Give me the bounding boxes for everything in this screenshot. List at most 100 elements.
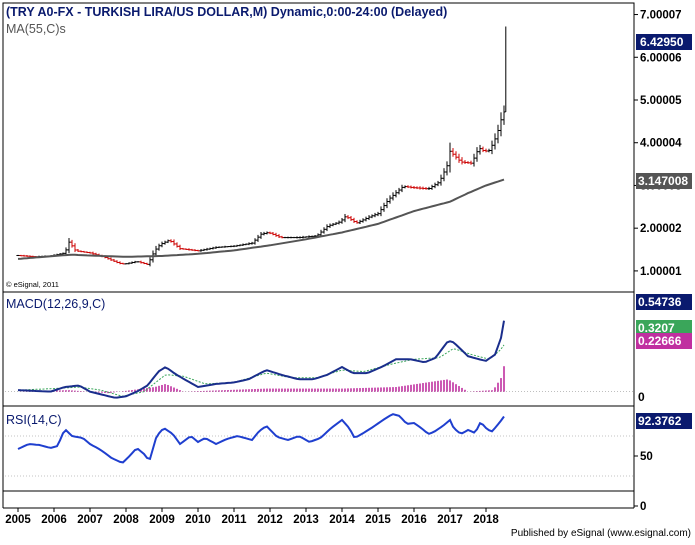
price-bar bbox=[475, 147, 479, 162]
price-bar bbox=[157, 243, 161, 251]
price-bar bbox=[262, 231, 266, 236]
price-bar bbox=[487, 148, 491, 153]
price-bar bbox=[481, 146, 485, 153]
last-price-value: 6.42950 bbox=[640, 35, 684, 49]
price-bar bbox=[124, 263, 128, 265]
price-bar bbox=[184, 248, 188, 250]
price-y-tick-label: 2.00002 bbox=[640, 223, 682, 235]
price-bar bbox=[256, 234, 260, 242]
price-bar bbox=[328, 223, 332, 228]
x-tick-label: 2017 bbox=[437, 514, 463, 526]
x-tick-label: 2006 bbox=[41, 514, 67, 526]
price-bar bbox=[394, 190, 398, 198]
price-bar bbox=[118, 261, 122, 265]
rsi-y-axis: 50 0 bbox=[634, 451, 653, 513]
price-bar bbox=[112, 258, 116, 263]
price-bar bbox=[139, 260, 143, 264]
price-bar bbox=[478, 144, 482, 155]
histogram-value: 0.22666 bbox=[638, 334, 682, 348]
price-bar bbox=[451, 148, 455, 157]
price-bar bbox=[349, 215, 353, 222]
ma-value: 3.147008 bbox=[638, 174, 688, 188]
rsi-y-tick-label: 50 bbox=[640, 451, 653, 463]
price-bar bbox=[214, 246, 218, 249]
price-bar bbox=[169, 239, 173, 243]
price-bar bbox=[229, 245, 233, 248]
price-bar bbox=[439, 174, 443, 186]
price-bar bbox=[253, 238, 257, 245]
price-bar bbox=[412, 185, 416, 189]
price-bar bbox=[310, 235, 314, 238]
price-bar-series bbox=[16, 26, 507, 267]
rsi-panel-title: RSI(14,C) bbox=[6, 413, 62, 427]
price-bar bbox=[460, 157, 464, 165]
histogram-value-badge bbox=[636, 333, 692, 349]
price-bar bbox=[193, 249, 197, 252]
price-bar bbox=[388, 195, 392, 204]
x-tick-label: 2013 bbox=[293, 514, 319, 526]
ma-line bbox=[17, 178, 505, 260]
price-bar bbox=[64, 247, 68, 256]
macd-line bbox=[17, 320, 505, 399]
price-bar bbox=[433, 182, 437, 189]
price-panel-title: (TRY A0-FX - TURKISH LIRA/US DOLLAR,M) D… bbox=[6, 5, 447, 19]
price-bar bbox=[196, 249, 200, 252]
price-bar bbox=[274, 232, 278, 237]
price-bar bbox=[70, 239, 74, 248]
price-bar bbox=[241, 243, 245, 247]
price-bar bbox=[244, 243, 248, 246]
price-bar bbox=[469, 160, 473, 165]
price-bar bbox=[28, 255, 32, 258]
ma-value-badge bbox=[636, 173, 692, 189]
price-bar bbox=[88, 251, 92, 254]
price-bar bbox=[352, 217, 356, 223]
price-bar bbox=[238, 244, 242, 247]
rsi-y-tick-label: 0 bbox=[640, 501, 646, 513]
price-bar bbox=[133, 260, 137, 264]
price-bar bbox=[418, 186, 422, 190]
last-price-badge bbox=[636, 34, 692, 50]
price-bar bbox=[454, 151, 458, 160]
price-bar bbox=[91, 251, 95, 255]
price-bar bbox=[223, 245, 227, 248]
macd-signal-line bbox=[17, 344, 505, 397]
price-bar bbox=[331, 222, 335, 227]
price-bar bbox=[301, 235, 305, 239]
price-bar bbox=[148, 257, 152, 267]
price-bar bbox=[142, 261, 146, 265]
price-bar bbox=[400, 184, 404, 193]
x-tick-label: 2016 bbox=[401, 514, 427, 526]
price-bar bbox=[445, 161, 449, 176]
price-bar bbox=[280, 235, 284, 239]
price-bar bbox=[409, 185, 413, 189]
price-bar bbox=[136, 261, 140, 263]
price-bar bbox=[373, 212, 377, 218]
price-bar bbox=[367, 215, 371, 221]
time-x-axis: 2005 2006 2007 2008 2009 2010 2011 2012 2013 2014… bbox=[5, 508, 499, 526]
price-bar bbox=[166, 239, 170, 244]
x-tick-label: 2009 bbox=[149, 514, 175, 526]
price-bar bbox=[361, 218, 365, 223]
price-bar bbox=[337, 220, 341, 225]
price-bar bbox=[493, 133, 497, 150]
price-bar bbox=[379, 206, 383, 217]
price-y-tick-label: 4.00004 bbox=[640, 138, 682, 150]
price-y-tick-label: 5.00005 bbox=[640, 95, 682, 107]
price-bar bbox=[382, 202, 386, 212]
price-bar bbox=[121, 262, 125, 265]
price-bar bbox=[376, 211, 380, 217]
price-bar bbox=[427, 186, 431, 190]
price-bar bbox=[250, 241, 254, 245]
price-bar bbox=[226, 245, 230, 248]
price-bar bbox=[463, 160, 467, 165]
rsi-value-badge bbox=[636, 413, 692, 429]
price-bar bbox=[286, 236, 290, 239]
macd-panel-title: MACD(12,26,9,C) bbox=[6, 297, 105, 311]
x-tick-label: 2018 bbox=[473, 514, 499, 526]
rsi-value: 92.3762 bbox=[638, 414, 682, 428]
price-bar bbox=[145, 262, 149, 265]
price-bar bbox=[181, 247, 185, 250]
price-bar bbox=[19, 254, 23, 257]
macd-value-badge bbox=[636, 294, 692, 310]
